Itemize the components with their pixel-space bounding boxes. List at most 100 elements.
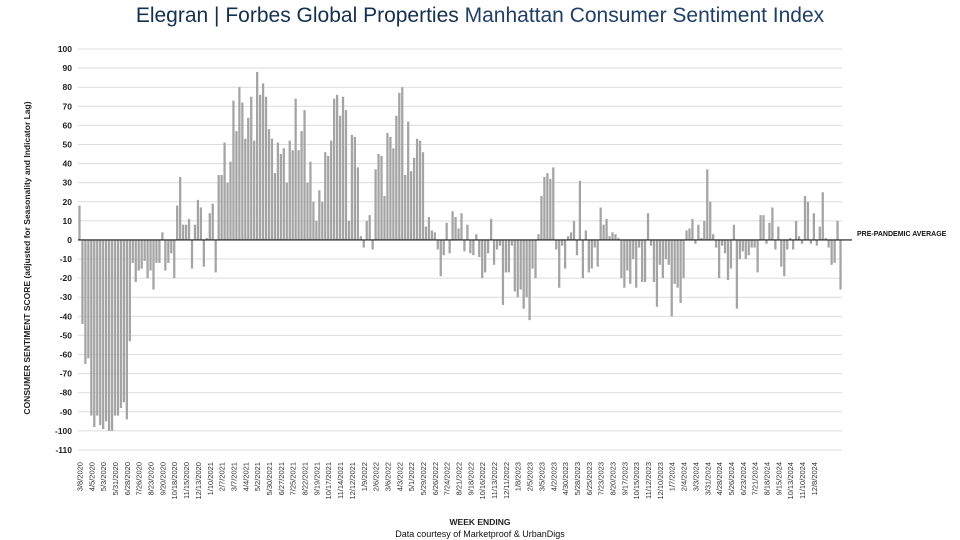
x-tick-label: 8/21/2022 [455,462,464,495]
bar [652,239,656,282]
bar [513,239,516,292]
bar [709,201,712,240]
x-tick-label: 6/27/2021 [277,462,286,495]
bar [720,239,724,246]
bar [821,192,824,240]
y-tick-label: -40 [60,311,73,321]
x-tick-label: 5/1/2022 [407,462,416,491]
bar [371,239,374,250]
bar [341,96,345,240]
bar [350,134,354,240]
bar [697,224,700,240]
bar [398,92,401,240]
bar [525,239,528,298]
bar [777,226,780,240]
y-tick-label: -50 [60,330,73,340]
bar [481,239,484,279]
bar [620,239,623,279]
bar [282,148,285,240]
bar [161,232,164,240]
y-tick-label: 40 [63,159,73,169]
x-tick-label: 5/31/2020 [111,462,120,495]
bar [149,239,152,271]
x-tick-label: 5/30/2021 [265,462,274,495]
bar [223,142,226,240]
bar [507,239,510,273]
bar [179,176,182,240]
bar [596,239,599,267]
bar [800,239,804,244]
bar [294,98,297,240]
bar [377,154,380,240]
bar [492,239,496,265]
bar [170,239,173,254]
x-tick-label: 6/28/2020 [123,462,132,495]
bar [412,157,416,240]
bar [158,239,161,263]
bar [726,239,730,281]
bar [602,224,605,240]
bar [501,239,505,305]
bar [558,239,561,288]
bar [99,239,102,426]
x-tick-label: 4/28/2024 [715,462,724,495]
bar [208,213,211,240]
y-tick-label: 80 [63,82,73,92]
bar [267,129,271,240]
bar [134,239,137,282]
bar [113,239,117,416]
x-tick-label: 5/28/2023 [573,462,582,495]
y-tick-label: 100 [58,44,72,54]
bar [765,239,768,244]
bar [830,239,833,265]
bar [253,140,256,240]
bar [119,239,123,408]
bar [344,110,348,240]
bar [368,215,371,240]
x-tick-label: 6/26/2022 [431,462,440,495]
bar [786,239,789,250]
bar [611,232,614,240]
bar [116,239,120,416]
bar [184,224,188,240]
y-axis-label: CONSUMER SENTIMENT SCORE (adjusted for S… [22,101,32,415]
bar [475,234,478,240]
bar [806,201,810,240]
bar [427,217,431,240]
bar [105,239,108,422]
bar [463,239,466,252]
y-tick-label: -80 [60,388,73,398]
bar [723,239,727,254]
x-tick-label: 3/3/2024 [691,462,700,491]
bar [410,171,413,240]
x-tick-label: 4/3/2022 [395,462,404,491]
bar [78,205,81,240]
bar [436,239,439,250]
bar [549,178,552,240]
x-tick-label: 2/7/2021 [218,462,227,491]
bar [324,152,327,240]
bar [741,239,744,252]
bar [309,161,312,240]
x-tick-label: 4/30/2023 [561,462,570,495]
bar [694,239,697,244]
y-tick-label: 70 [63,101,73,111]
bar [789,238,792,240]
bar [543,176,546,240]
bar [590,239,593,269]
bar [137,239,140,271]
bar [812,213,815,240]
x-tick-label: 6/25/2023 [585,462,594,495]
bar [700,238,703,240]
y-tick-label: 50 [63,139,73,149]
bar [643,239,647,282]
bar [759,215,762,240]
bar [146,239,149,279]
x-tick-label: 1/10/2021 [206,462,215,495]
bar [750,239,753,248]
x-tick-label: 7/25/2021 [289,462,298,495]
bar [217,175,220,240]
bar [584,230,587,240]
bar [676,239,679,288]
bar [478,239,481,258]
